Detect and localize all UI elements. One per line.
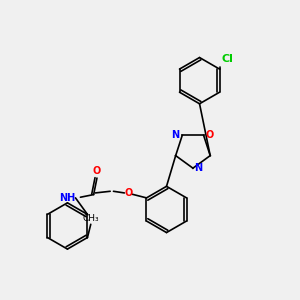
Text: N: N <box>172 130 180 140</box>
Text: Cl: Cl <box>221 54 233 64</box>
Text: NH: NH <box>59 193 76 203</box>
Text: CH₃: CH₃ <box>82 214 99 223</box>
Text: O: O <box>124 188 133 198</box>
Text: N: N <box>195 163 203 173</box>
Text: O: O <box>205 130 214 140</box>
Text: O: O <box>93 167 101 176</box>
